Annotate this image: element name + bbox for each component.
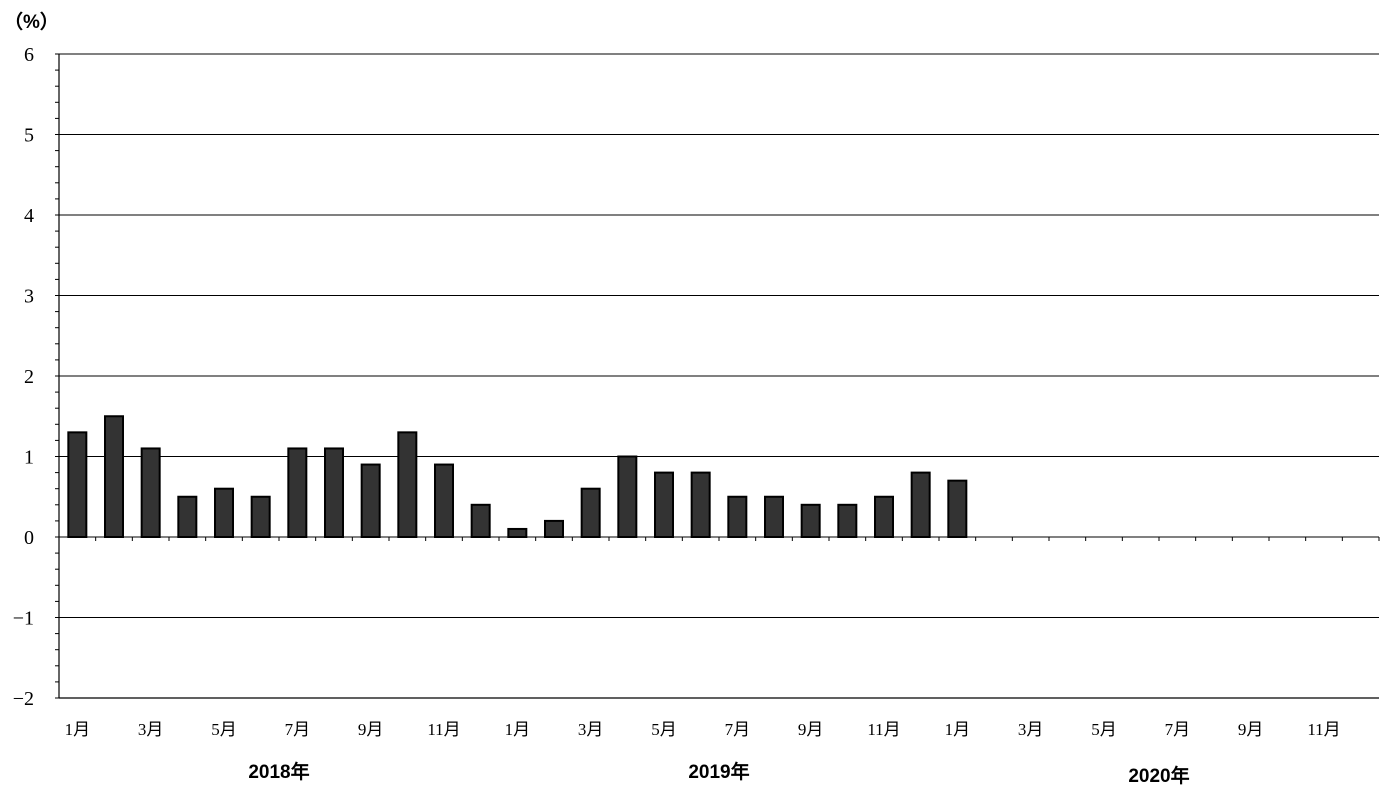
x-tick-label: 9月 — [1238, 720, 1264, 739]
y-tick-label: 0 — [24, 527, 34, 549]
y-unit-label: （%） — [4, 10, 59, 33]
bar — [215, 489, 233, 537]
year-labels: 2018年 2019年 2020年 — [248, 760, 1189, 787]
bar — [948, 481, 966, 537]
bar — [912, 473, 930, 537]
x-tick-label: 1月 — [65, 720, 91, 739]
bar — [692, 473, 710, 537]
x-tick-label: 7月 — [1165, 720, 1191, 739]
year-label: 2018年 — [248, 760, 309, 783]
bar — [582, 489, 600, 537]
bar — [838, 505, 856, 537]
bar — [728, 497, 746, 537]
x-tick-label: 5月 — [1091, 720, 1117, 739]
x-tick-label: 1月 — [945, 720, 971, 739]
bar — [325, 448, 343, 537]
x-tick-label: 3月 — [578, 720, 604, 739]
x-tick-label: 3月 — [1018, 720, 1044, 739]
y-tick-label: 1 — [24, 447, 34, 469]
bar — [435, 465, 453, 537]
x-tick-label: 11月 — [1307, 720, 1340, 739]
bar — [618, 457, 636, 538]
bar — [802, 505, 820, 537]
bars — [68, 416, 966, 537]
y-tick-label: 6 — [24, 44, 34, 66]
x-tick-label: 5月 — [651, 720, 677, 739]
y-tick-label: 2 — [24, 366, 34, 388]
year-label: 2019年 — [688, 760, 749, 783]
x-tick-label: 7月 — [725, 720, 751, 739]
year-label: 2020年 — [1128, 764, 1189, 787]
bar — [472, 505, 490, 537]
bar — [875, 497, 893, 537]
bar — [362, 465, 380, 537]
x-tick-label: 3月 — [138, 720, 164, 739]
bar — [765, 497, 783, 537]
bar — [288, 448, 306, 537]
bar — [178, 497, 196, 537]
x-tick-label: 7月 — [285, 720, 311, 739]
bar — [252, 497, 270, 537]
y-tick-label: −1 — [13, 608, 34, 630]
y-tick-labels: 6 5 4 3 2 1 0 −1 −2 — [13, 44, 34, 710]
x-tick-label: 11月 — [427, 720, 460, 739]
bar — [545, 521, 563, 537]
x-tick-label: 11月 — [867, 720, 900, 739]
bar — [655, 473, 673, 537]
x-tick-label: 9月 — [798, 720, 824, 739]
x-tick-label: 5月 — [211, 720, 237, 739]
y-tick-label: −2 — [13, 688, 34, 710]
bar — [68, 432, 86, 537]
x-tick-label: 9月 — [358, 720, 384, 739]
x-tick-labels: 1月 3月 5月 7月 9月 11月 1月 3月 5月 7月 9月 11月 1月 3月 5月 7月 9月 11月 — [65, 720, 1341, 739]
bar — [398, 432, 416, 537]
y-tick-label: 5 — [24, 125, 34, 147]
y-tick-label: 4 — [24, 205, 34, 227]
bar — [508, 529, 526, 537]
y-tick-label: 3 — [24, 286, 34, 308]
x-tick-label: 1月 — [505, 720, 531, 739]
bar — [142, 448, 160, 537]
bar — [105, 416, 123, 537]
